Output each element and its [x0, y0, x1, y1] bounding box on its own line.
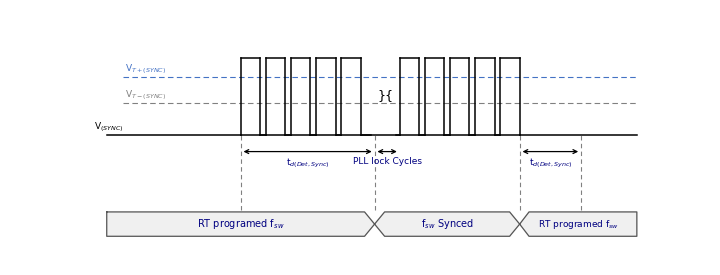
Text: V$_{(SYNC)}$: V$_{(SYNC)}$: [94, 120, 124, 134]
Text: RT programed f$_{sw}$: RT programed f$_{sw}$: [538, 218, 618, 231]
Text: $\}$: $\}$: [377, 89, 385, 104]
Text: V$_{T+(SYNC)}$: V$_{T+(SYNC)}$: [125, 63, 166, 76]
Text: PLL lock Cycles: PLL lock Cycles: [353, 157, 422, 166]
Text: $\{$: $\{$: [384, 89, 392, 104]
Polygon shape: [520, 212, 637, 236]
Text: V$_{T-(SYNC)}$: V$_{T-(SYNC)}$: [125, 88, 166, 102]
Text: t$_{d(Det,Sync)}$: t$_{d(Det,Sync)}$: [286, 157, 330, 170]
Text: t$_{d(Det,Sync)}$: t$_{d(Det,Sync)}$: [528, 157, 572, 170]
Polygon shape: [374, 212, 520, 236]
Polygon shape: [107, 212, 374, 236]
Text: RT programed f$_{sw}$: RT programed f$_{sw}$: [197, 217, 284, 231]
Text: f$_{sw}$ Synced: f$_{sw}$ Synced: [420, 217, 474, 231]
